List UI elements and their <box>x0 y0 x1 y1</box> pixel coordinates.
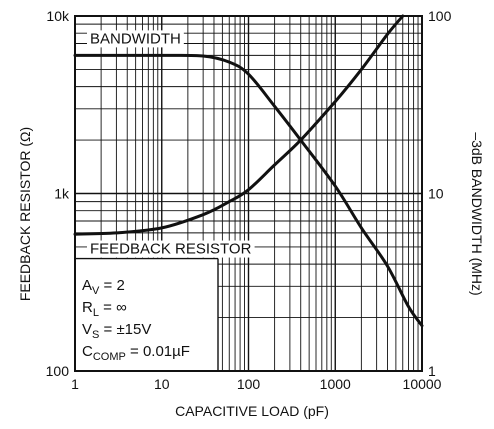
plot-frame <box>74 15 423 372</box>
y-right-tick-label: 10 <box>428 186 444 202</box>
y-left-tick-label: 1k <box>54 186 70 202</box>
y-left-tick-label: 10k <box>46 8 70 24</box>
series-label-feedback-resistor: FEEDBACK RESISTOR <box>90 241 252 258</box>
y-axis-right-label: –3dB BANDWIDTH (MHz) <box>469 132 485 295</box>
x-tick-label: 1 <box>71 376 79 392</box>
x-tick-label: 100 <box>237 376 261 392</box>
condition-rl: RL = ∞ <box>82 299 127 319</box>
series-label-bandwidth: BANDWIDTH <box>90 30 181 47</box>
y-left-tick-label: 100 <box>46 363 70 379</box>
condition-vs: VS = ±15V <box>82 321 151 341</box>
conditions-panel <box>76 258 218 370</box>
condition-ccomp: CCOMP = 0.01µF <box>82 343 190 363</box>
condition-av: AV = 2 <box>82 277 125 297</box>
x-tick-label: 10 <box>154 376 170 392</box>
series-label-bg-feedback-resistor <box>87 240 255 258</box>
y-axis-left-label: FEEDBACK RESISTOR (Ω) <box>17 127 33 301</box>
series-line-bandwidth <box>73 53 424 328</box>
x-tick-label: 10000 <box>403 376 442 392</box>
grid <box>75 16 422 371</box>
x-axis-label: CAPACITIVE LOAD (pF) <box>175 403 329 419</box>
x-tick-label: 1000 <box>320 376 351 392</box>
tick-labels: 1 10 100 1000 10000 10k 1k 100 100 10 1 <box>46 8 452 392</box>
series-line-feedback-resistor <box>73 14 405 236</box>
curves <box>73 14 424 328</box>
y-right-tick-label: 100 <box>428 8 452 24</box>
series-label-bg-bandwidth <box>87 30 184 48</box>
y-right-tick-label: 1 <box>428 363 436 379</box>
curve-labels: BANDWIDTH FEEDBACK RESISTOR <box>87 30 255 258</box>
